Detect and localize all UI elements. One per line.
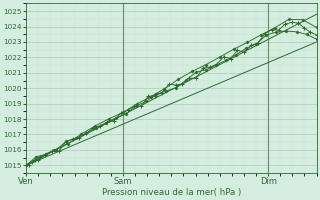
X-axis label: Pression niveau de la mer( hPa ): Pression niveau de la mer( hPa ) <box>102 188 241 197</box>
